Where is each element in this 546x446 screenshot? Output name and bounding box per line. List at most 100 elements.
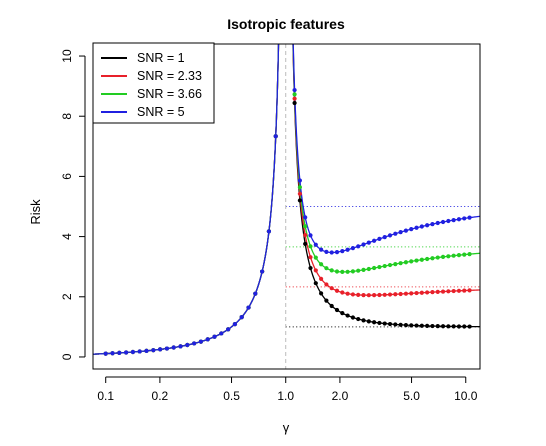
point-snr-3-66-57 <box>456 253 462 258</box>
point-snr-5-15 <box>205 337 210 342</box>
point-snr-5-1 <box>110 351 115 356</box>
plot-frame <box>92 43 481 370</box>
point-snr-3-66-41 <box>372 265 377 271</box>
point-snr-2-33-47 <box>403 291 409 296</box>
point-snr-2-33-33 <box>329 286 334 291</box>
point-snr-2-33-54 <box>440 289 446 294</box>
point-snr-5-42 <box>377 236 382 241</box>
point-snr-3-66-33 <box>329 268 334 273</box>
point-snr-1-42 <box>377 320 382 326</box>
point-snr-2-33-52 <box>430 290 435 295</box>
point-snr-2-33-53 <box>435 289 440 294</box>
point-snr-1-29 <box>308 265 313 271</box>
point-snr-1-26 <box>292 100 297 106</box>
y-tick-label-0: 0 <box>60 353 74 360</box>
point-snr-5-25 <box>273 134 278 139</box>
y-axis-label: Risk <box>28 199 43 225</box>
point-snr-1-48 <box>409 323 414 328</box>
point-snr-2-33-48 <box>409 291 414 296</box>
point-snr-5-22 <box>253 291 258 296</box>
point-snr-3-66-31 <box>319 262 324 267</box>
point-snr-2-33-31 <box>319 276 324 281</box>
point-snr-2-33-34 <box>334 288 340 293</box>
point-snr-1-53 <box>435 324 440 329</box>
point-snr-3-66-55 <box>446 254 451 259</box>
point-snr-5-8 <box>158 347 163 352</box>
point-snr-2-33-42 <box>377 292 382 298</box>
point-snr-1-59 <box>467 324 472 329</box>
point-snr-5-45 <box>393 231 398 236</box>
point-snr-3-66-50 <box>419 257 424 262</box>
x-tick-label-1-0: 1.0 <box>277 389 294 403</box>
curve-right-snr-3-66 <box>292 44 480 273</box>
point-snr-1-55 <box>446 324 451 329</box>
point-snr-3-66-36 <box>345 269 350 274</box>
point-snr-3-66-47 <box>403 260 409 265</box>
point-snr-3-66-37 <box>350 269 356 274</box>
point-snr-1-35 <box>340 311 345 316</box>
point-snr-5-0 <box>103 351 108 356</box>
x-tick-label-10-0: 10.0 <box>454 389 478 403</box>
point-snr-2-33-51 <box>425 290 430 295</box>
y-axis: 0 2 4 6 8 10 <box>60 49 86 360</box>
x-tick-label-0-2: 0.2 <box>152 389 169 403</box>
point-snr-5-27 <box>297 178 302 183</box>
y-tick-label-8: 8 <box>60 113 74 120</box>
point-snr-2-33-57 <box>456 288 462 293</box>
point-snr-5-37 <box>350 246 356 251</box>
point-snr-3-66-56 <box>451 253 456 258</box>
point-snr-3-66-40 <box>366 266 371 272</box>
point-snr-3-66-30 <box>313 255 318 260</box>
point-snr-5-26 <box>292 87 297 93</box>
legend-label-snr-5: SNR = 5 <box>137 105 185 119</box>
point-snr-3-66-39 <box>361 267 366 272</box>
point-snr-5-57 <box>456 217 462 222</box>
point-snr-3-66-26 <box>292 92 297 97</box>
point-snr-2-33-50 <box>419 290 424 295</box>
point-snr-5-51 <box>425 223 430 228</box>
point-snr-3-66-34 <box>334 269 340 274</box>
point-snr-5-12 <box>185 342 190 348</box>
point-snr-3-66-54 <box>440 254 446 259</box>
point-snr-5-31 <box>319 247 324 252</box>
y-tick-label-10: 10 <box>60 49 74 63</box>
point-snr-5-32 <box>324 249 329 254</box>
point-snr-1-56 <box>451 324 456 329</box>
point-snr-1-44 <box>387 321 393 327</box>
point-snr-1-50 <box>419 323 424 328</box>
y-tick-label-4: 4 <box>60 233 74 240</box>
point-snr-5-39 <box>361 242 366 247</box>
point-snr-1-38 <box>356 316 361 322</box>
point-snr-1-49 <box>414 323 419 328</box>
point-snr-2-33-59 <box>467 288 472 293</box>
point-snr-3-66-29 <box>308 244 313 249</box>
point-snr-5-36 <box>345 247 350 252</box>
point-snr-5-56 <box>451 217 456 223</box>
point-snr-5-41 <box>372 238 377 243</box>
point-snr-5-29 <box>308 233 313 238</box>
point-snr-1-37 <box>350 315 356 320</box>
point-snr-1-33 <box>329 303 334 309</box>
point-snr-3-66-59 <box>467 252 472 257</box>
point-snr-2-33-26 <box>292 96 297 101</box>
point-snr-1-36 <box>345 313 350 318</box>
point-snr-3-66-38 <box>356 268 361 273</box>
point-snr-2-33-28 <box>303 232 308 238</box>
point-snr-5-47 <box>403 228 409 233</box>
x-tick-label-2-0: 2.0 <box>332 389 349 403</box>
x-tick-label-5-0: 5.0 <box>403 389 420 403</box>
point-snr-1-39 <box>361 318 366 323</box>
point-snr-5-11 <box>178 344 183 349</box>
point-snr-3-66-48 <box>409 259 414 264</box>
point-snr-1-28 <box>303 241 308 246</box>
point-snr-5-23 <box>260 269 265 274</box>
point-snr-2-33-32 <box>324 282 329 287</box>
point-snr-5-24 <box>266 229 272 234</box>
point-snr-2-33-49 <box>414 290 419 296</box>
point-snr-1-34 <box>334 307 340 313</box>
point-snr-2-33-38 <box>356 292 361 297</box>
point-snr-5-49 <box>414 225 419 230</box>
point-snr-2-33-27 <box>297 191 302 196</box>
point-snr-1-41 <box>372 320 377 325</box>
